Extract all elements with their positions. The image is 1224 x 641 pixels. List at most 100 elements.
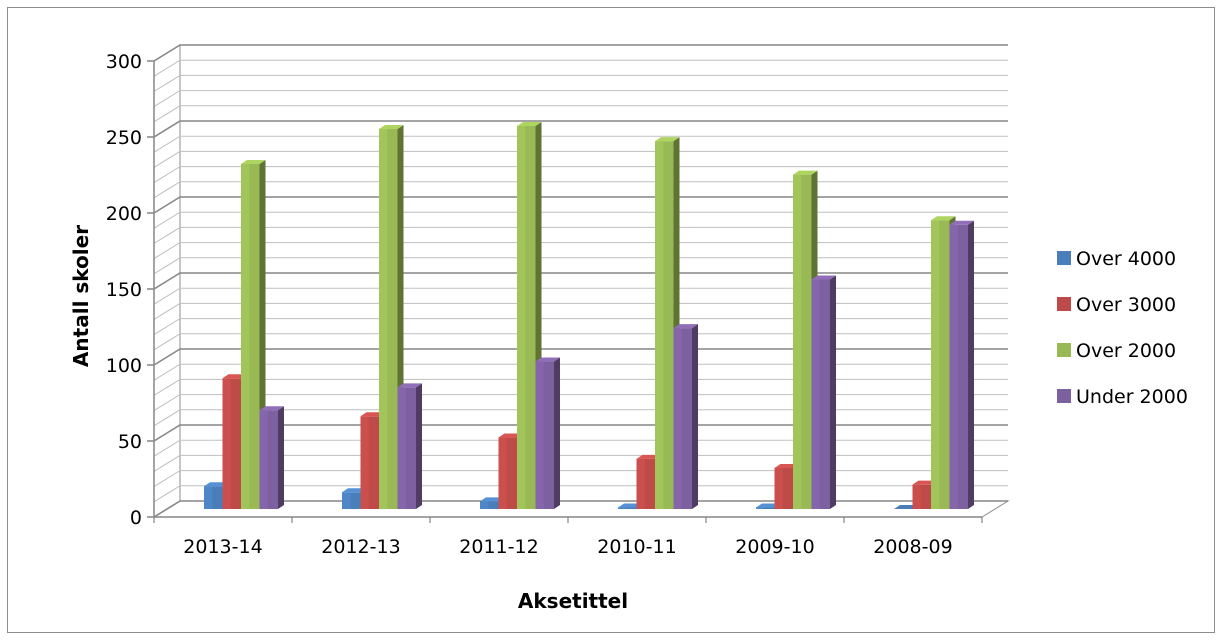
bar-top: [535, 357, 560, 362]
bar-highlight: [793, 174, 802, 509]
chart-area: 0 50 100 150 200 250 300 2013-14 2012-13 2011-12 2…: [7, 7, 1215, 633]
major-gridline: [153, 120, 1008, 138]
bar-top: [673, 324, 698, 329]
bar-under-2000-2008-09: [949, 220, 974, 509]
bar-top: [480, 497, 505, 502]
x-tick-label: 2010-11: [597, 536, 676, 558]
bar-highlight: [535, 361, 544, 509]
bar-top: [360, 412, 385, 417]
y-tick-label: 150: [106, 279, 142, 301]
bar-highlight: [636, 458, 645, 509]
minor-gridline: [153, 378, 1008, 396]
bar-layer: [204, 121, 974, 510]
bar-highlight: [379, 129, 388, 509]
major-gridline: [153, 272, 1008, 290]
major-gridline: [153, 424, 1008, 442]
minor-gridline: [153, 318, 1008, 336]
y-tick-label: 200: [106, 203, 142, 225]
minor-gridline: [153, 302, 1008, 320]
bar-highlight: [480, 501, 489, 509]
bar-highlight: [811, 279, 820, 509]
bar-under-2000-2013-14: [259, 406, 284, 509]
legend-swatch: [1057, 389, 1071, 403]
bar-under-2000-2009-10: [811, 275, 836, 509]
minor-gridline: [153, 181, 1008, 199]
minor-gridline: [153, 59, 1008, 77]
bar-highlight: [774, 467, 783, 509]
bar-top: [894, 505, 919, 509]
bar-under-2000-2010-11: [673, 324, 698, 509]
bar-top: [793, 170, 818, 175]
bar-side: [554, 357, 560, 509]
y-tick-label: 100: [106, 355, 142, 377]
y-tick-label: 300: [106, 51, 142, 73]
legend-swatch: [1057, 251, 1071, 265]
x-axis-title: Aksetittel: [518, 589, 628, 613]
bar-top: [259, 406, 284, 411]
bar-side: [692, 324, 698, 509]
bar-top: [636, 454, 661, 459]
bar-highlight: [517, 125, 526, 510]
x-tick-label: 2008-09: [873, 536, 952, 558]
y-axis-title: Antall skoler: [69, 225, 93, 367]
legend-item: Over 2000: [1057, 340, 1176, 362]
y-tick-label: 0: [130, 507, 142, 529]
x-tick-label: 2013-14: [183, 536, 262, 558]
bar-highlight: [222, 378, 231, 509]
bar-top: [397, 383, 422, 388]
bar-side: [416, 383, 422, 509]
x-tick-label: 2009-10: [735, 536, 814, 558]
bar-highlight: [931, 220, 940, 509]
minor-gridline: [153, 287, 1008, 305]
legend-swatch: [1057, 297, 1071, 311]
bar-top: [912, 480, 937, 485]
bar-front: [480, 501, 499, 509]
bar-under-2000-2012-13: [397, 383, 422, 509]
bar-front: [756, 507, 775, 509]
axis-layer: [147, 60, 983, 523]
bar-top: [342, 488, 367, 493]
bar-top: [379, 125, 404, 129]
legend-item: Under 2000: [1057, 386, 1188, 408]
minor-gridline: [153, 409, 1008, 427]
bar-chart: 0 50 100 150 200 250 300 2013-14 2012-13 2011-12 2…: [69, 44, 1188, 613]
label-layer: 0 50 100 150 200 250 300 2013-14 2012-13 2011-12 2…: [106, 51, 953, 558]
bar-top: [241, 159, 266, 164]
major-gridline: [153, 196, 1008, 214]
bar-top: [618, 503, 643, 508]
minor-gridline: [153, 166, 1008, 184]
major-gridline: [153, 348, 1008, 366]
y-tick-label: 250: [106, 127, 142, 149]
bar-highlight: [397, 387, 406, 509]
bar-highlight: [204, 486, 213, 509]
major-gridline: [153, 44, 1008, 62]
minor-gridline: [153, 454, 1008, 472]
minor-gridline: [153, 135, 1008, 153]
legend-label: Under 2000: [1076, 386, 1188, 408]
bar-highlight: [360, 416, 369, 509]
legend-item: Over 3000: [1057, 294, 1176, 316]
minor-gridline: [153, 150, 1008, 168]
bar-highlight: [342, 492, 351, 509]
bar-top: [517, 121, 542, 126]
minor-gridline: [153, 470, 1008, 488]
bar-highlight: [241, 163, 250, 509]
bar-top: [204, 482, 229, 487]
bar-top: [498, 433, 523, 438]
minor-gridline: [153, 211, 1008, 229]
legend: Over 4000 Over 3000 Over 2000 Under 2000: [1057, 248, 1188, 408]
x-tick-label: 2011-12: [459, 536, 538, 558]
bar-side: [968, 220, 974, 509]
minor-gridline: [153, 74, 1008, 92]
bar-front: [618, 507, 637, 509]
bar-top: [931, 216, 956, 221]
bar-highlight: [949, 224, 958, 509]
minor-gridline: [153, 439, 1008, 457]
minor-gridline: [153, 394, 1008, 412]
bar-under-2000-2011-12: [535, 357, 560, 509]
bar-side: [278, 406, 284, 509]
minor-gridline: [153, 257, 1008, 275]
bar-highlight: [618, 507, 627, 509]
bar-top: [774, 463, 799, 468]
major-gridline: [153, 500, 1008, 518]
